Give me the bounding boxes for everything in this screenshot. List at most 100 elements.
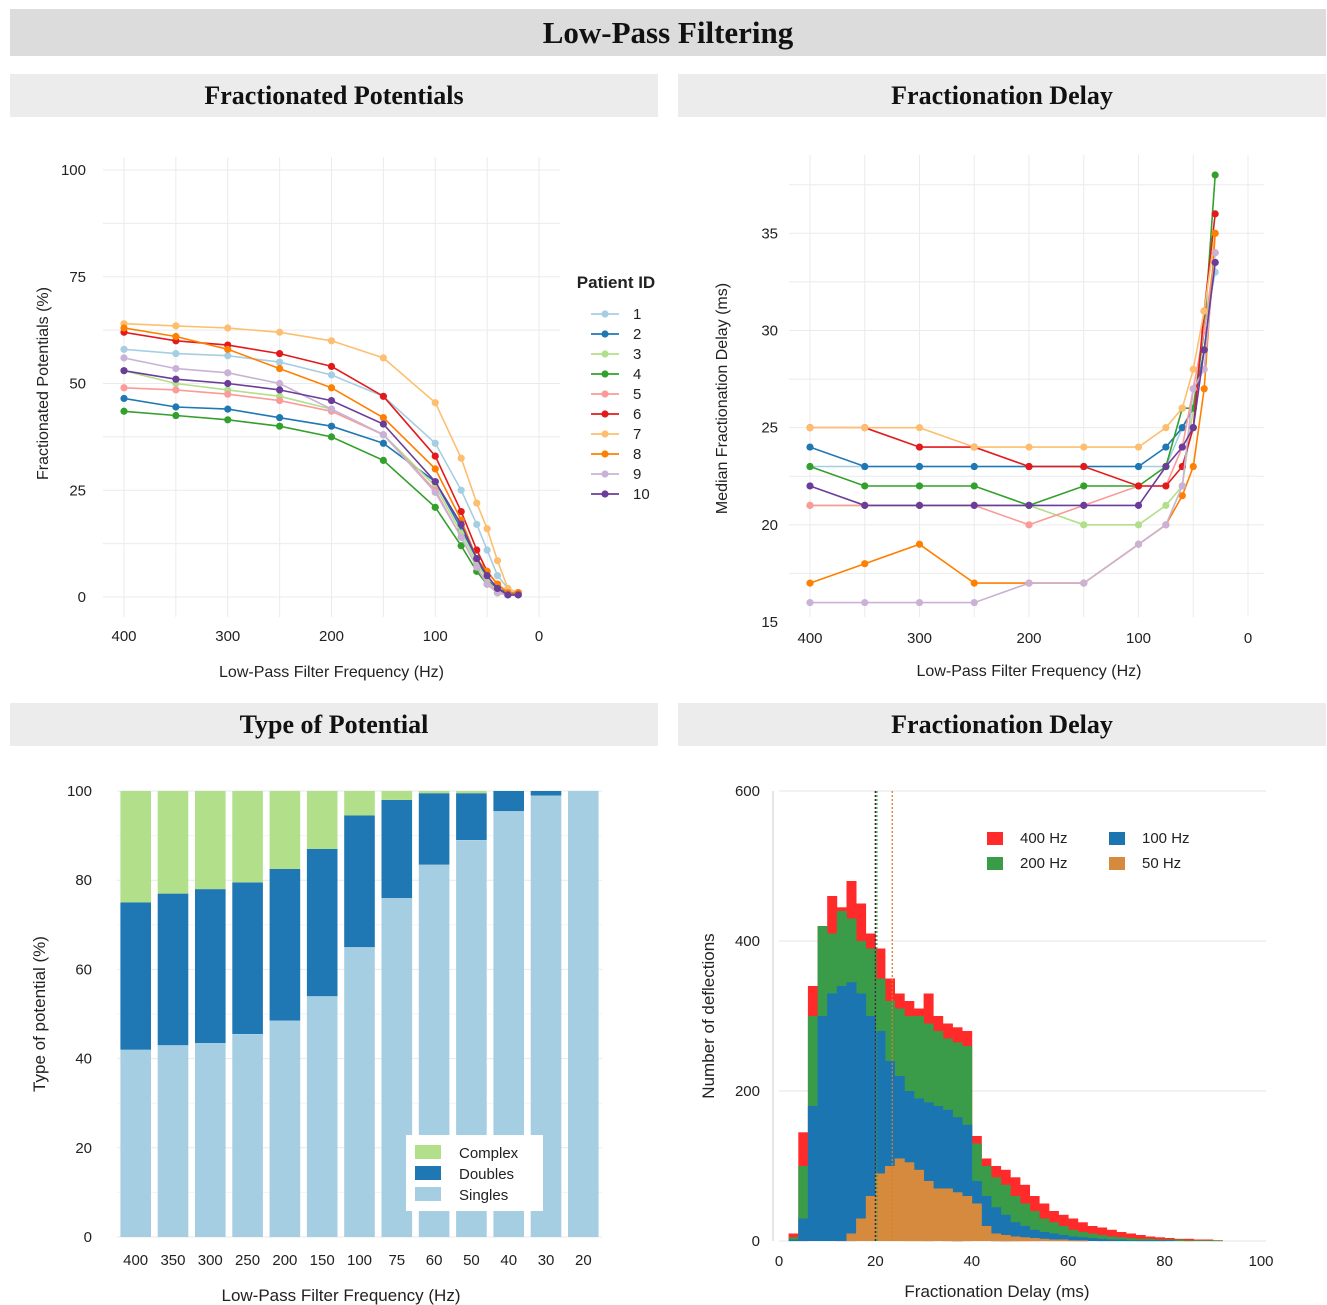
delay-point-4 [861,482,869,490]
delay-point-8 [1211,229,1219,237]
delay-point-9 [915,598,924,607]
delay-point-8 [1178,492,1186,500]
delay-x-tick-label: 200 [1016,630,1041,647]
fp-point-4 [120,407,128,415]
panel-title-fractionated-potentials: Fractionated Potentials [204,80,464,110]
fp-point-4 [327,433,336,441]
fp-point-10 [483,572,491,580]
hist-bar-200hz [1126,1238,1136,1241]
hist-bar-100hz [933,1106,944,1241]
type-bar-singles-20 [568,791,599,1237]
delay-series-line-9 [810,252,1216,604]
hist-legend-swatch-400hz [987,832,1003,845]
hist-bar-100hz [1058,1235,1069,1241]
fp-point-2 [327,422,336,430]
hist-x-tick-label: 60 [1060,1253,1077,1270]
hist-bar-200hz [1135,1238,1146,1242]
fp-point-5 [276,396,284,405]
hist-legend-label-50hz: 50 Hz [1142,855,1181,872]
type-x-tick-label: 250 [235,1252,260,1269]
fp-legend-swatch-point-7 [601,430,609,438]
hist-bar-100hz [1020,1226,1030,1241]
type-bar-doubles-300 [195,889,226,1043]
fp-point-1 [473,520,481,529]
fp-x-tick-label: 200 [319,628,344,645]
hist-bar-400hz [1145,1236,1156,1241]
delay-point-10 [1189,424,1197,432]
fp-point-10 [457,520,465,529]
fp-y-tick-label: 50 [69,376,86,393]
fp-series-line-4 [123,410,519,596]
delay-series-line-7 [810,233,1216,448]
fp-legend-label-2: 2 [633,326,641,343]
fp-point-9 [431,488,439,496]
hist-bar-50hz [1068,1240,1079,1242]
hist-bar-50hz [1039,1238,1050,1242]
type-bar-singles-350 [157,1045,189,1237]
type-x-tick-label: 60 [426,1252,443,1269]
delay-point-9 [970,598,978,607]
fp-x-axis-label: Low-Pass Filter Frequency (Hz) [219,664,444,681]
fp-point-6 [457,508,465,516]
delay-point-4 [1211,171,1219,179]
hist-y-axis-label: Number of deflections [699,933,718,1098]
fp-point-10 [431,478,439,486]
fp-legend-swatch-point-9 [601,470,609,478]
delay-point-6 [1025,462,1033,471]
hist-bar-50hz [846,1233,857,1241]
fp-x-tick-label: 400 [111,628,136,645]
hist-bar-100hz [1077,1237,1088,1242]
type-legend-label-doubles: Doubles [459,1166,514,1183]
fp-point-5 [120,384,128,392]
type-bar-singles-300 [195,1043,226,1237]
fp-point-10 [514,591,522,599]
fp-point-7 [224,324,232,332]
hist-bar-100hz [856,993,867,1241]
type-x-axis-label: Low-Pass Filter Frequency (Hz) [221,1286,460,1305]
hist-bar-50hz [1020,1237,1030,1242]
fp-point-10 [172,375,180,383]
hist-bar-100hz [788,1239,799,1241]
hist-bar-50hz [865,1196,876,1241]
hist-bar-50hz [991,1233,1002,1241]
type-bar-complex-50 [456,791,487,794]
hist-bar-100hz [962,1124,973,1242]
fp-y-axis-label: Fractionated Potentials (%) [35,287,52,480]
delay-point-10 [1025,501,1033,509]
delay-point-4 [1080,482,1088,490]
type-x-tick-label: 50 [463,1252,480,1269]
hist-bar-200hz [1058,1226,1069,1241]
delay-point-7 [1200,307,1208,315]
type-x-tick-label: 200 [272,1252,297,1269]
fp-series-line-1 [123,348,519,594]
fp-point-1 [431,439,439,447]
type-bar-doubles-60 [418,793,450,865]
hist-bar-100hz [817,1016,828,1241]
hist-bar-50hz [1029,1238,1040,1241]
fp-point-1 [457,486,465,494]
type-bar-doubles-350 [157,893,189,1046]
delay-x-axis-label: Low-Pass Filter Frequency (Hz) [917,663,1142,680]
delay-point-9 [1080,579,1088,587]
hist-bar-50hz [971,1203,982,1241]
fp-legend-label-10: 10 [633,486,650,503]
page-banner: Low-Pass Filtering [10,9,1326,56]
hist-x-tick-label: 40 [963,1253,980,1270]
fp-point-1 [483,546,491,554]
fp-legend-swatch-point-3 [601,350,609,358]
fp-point-10 [276,386,284,394]
type-x-tick-label: 150 [310,1252,335,1269]
fp-point-1 [120,345,128,353]
fp-point-1 [276,358,284,366]
delay-point-5 [806,501,814,509]
fp-point-8 [172,332,180,341]
hist-bar-100hz [1097,1238,1108,1242]
fp-point-4 [172,411,180,420]
fp-legend-label-6: 6 [633,406,641,423]
fp-point-6 [276,350,284,358]
delay-point-8 [1189,462,1197,471]
fp-series-line-2 [123,397,519,596]
delay-point-8 [1200,385,1208,393]
type-bar-complex-75 [381,791,413,800]
fp-legend-label-1: 1 [633,306,641,323]
